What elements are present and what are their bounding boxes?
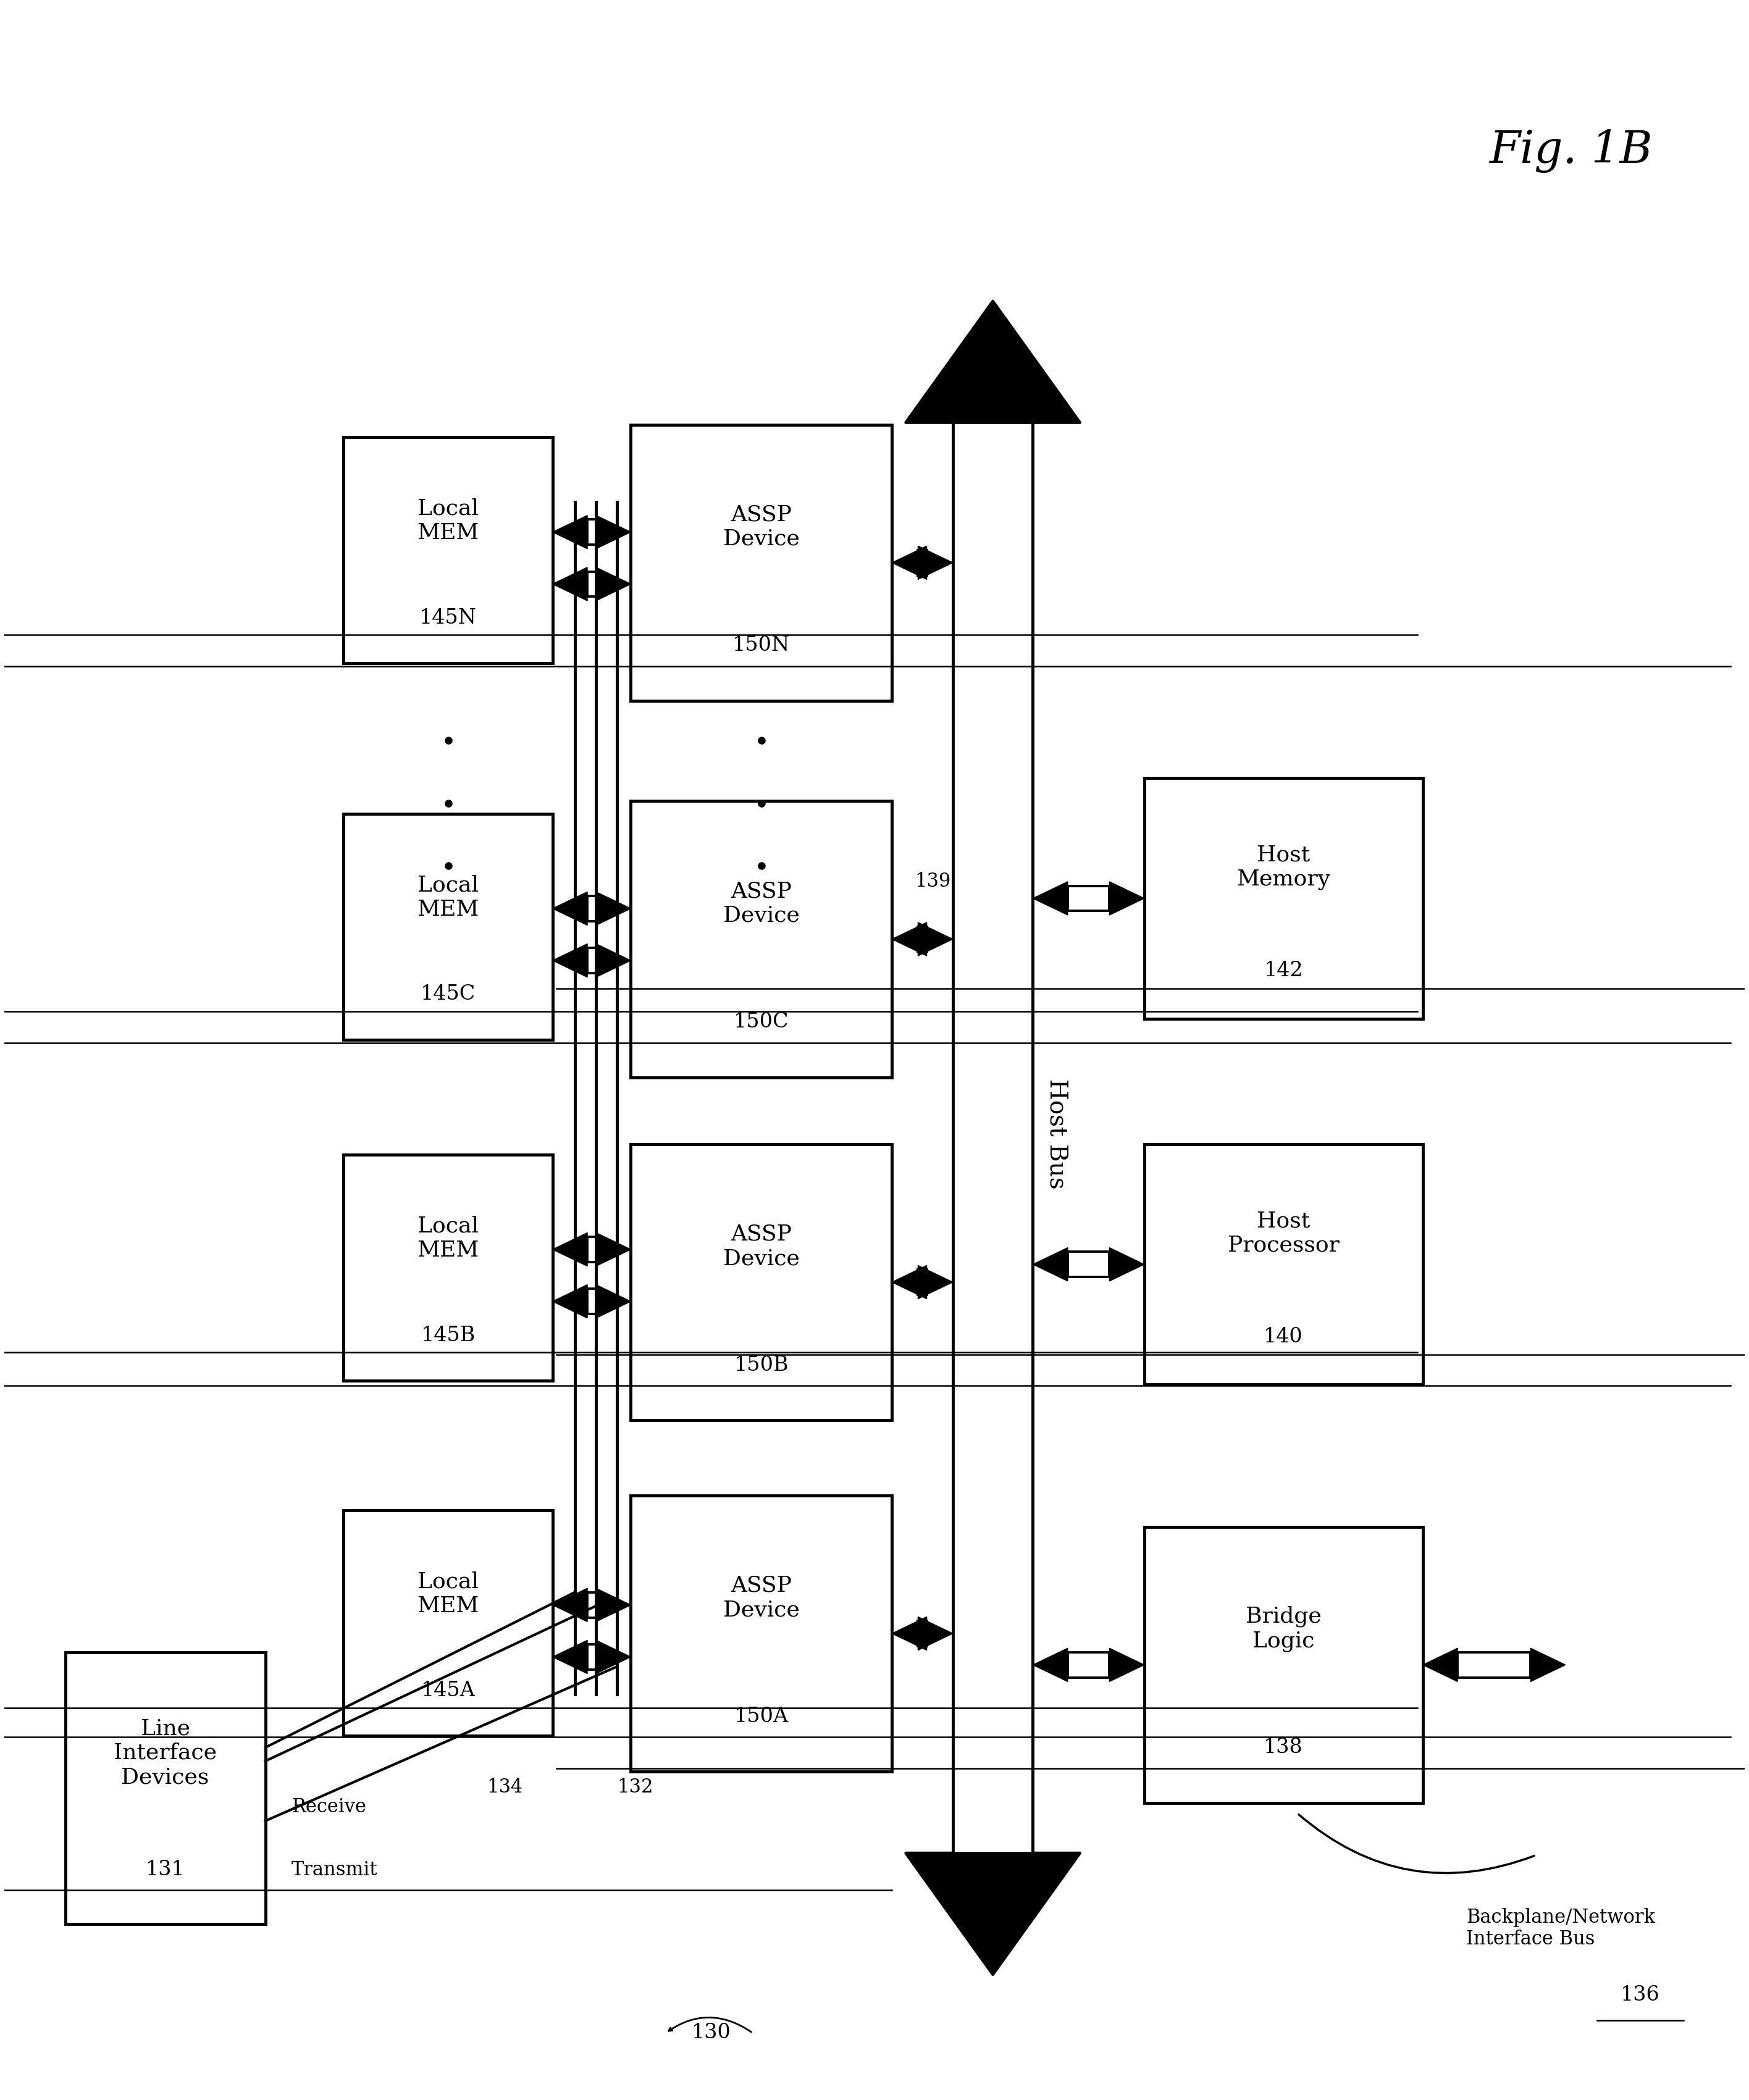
Text: Host
Memory: Host Memory [1237,844,1331,890]
Text: Bridge
Logic: Bridge Logic [1245,1606,1322,1653]
Polygon shape [596,1588,631,1621]
Polygon shape [553,1285,588,1319]
Text: Host
Processor: Host Processor [1228,1210,1340,1256]
Text: Fig. 1B: Fig. 1B [1488,128,1653,172]
Text: 138: 138 [1265,1739,1303,1758]
Text: Receive: Receive [292,1798,366,1816]
Polygon shape [1034,882,1067,916]
Text: 150N: 150N [733,636,791,655]
Polygon shape [1034,1247,1067,1281]
Text: 145N: 145N [420,609,477,628]
Polygon shape [596,514,631,548]
Polygon shape [906,1852,1079,1974]
Polygon shape [553,1640,588,1674]
Text: 139: 139 [915,872,951,890]
Polygon shape [596,892,631,926]
Polygon shape [906,300,1079,422]
Bar [343,1155,553,1380]
Polygon shape [892,922,927,956]
Bar [1144,779,1422,1018]
Bar [631,800,892,1077]
Bar [631,1495,892,1772]
FancyArrowPatch shape [1300,1814,1534,1873]
Text: 132: 132 [617,1779,652,1798]
Text: 145A: 145A [422,1680,476,1701]
Text: 145B: 145B [422,1325,476,1346]
Text: 136: 136 [1621,1984,1660,2006]
Text: ASSP
Device: ASSP Device [722,880,799,926]
Polygon shape [596,1233,631,1266]
Polygon shape [553,514,588,548]
Text: 142: 142 [1265,960,1303,981]
Polygon shape [892,546,927,580]
Bar [631,424,892,701]
Text: 131: 131 [145,1861,185,1880]
Text: Local
MEM: Local MEM [416,498,479,544]
Text: 130: 130 [693,2022,731,2043]
Bar [343,437,553,664]
Polygon shape [1530,1649,1565,1682]
Text: 145C: 145C [420,985,476,1004]
Polygon shape [553,567,588,601]
Polygon shape [1109,1247,1144,1281]
Bar [1144,1527,1422,1804]
Text: 140: 140 [1265,1327,1303,1346]
Text: 150C: 150C [735,1012,789,1031]
Text: Transmit: Transmit [292,1861,378,1880]
Text: ASSP
Device: ASSP Device [722,504,799,550]
Bar [1144,1144,1422,1384]
Polygon shape [918,922,953,956]
Text: 134: 134 [486,1779,523,1798]
Polygon shape [1109,1649,1144,1682]
Polygon shape [596,1640,631,1674]
Text: Host Bus: Host Bus [1046,1079,1069,1189]
Bar [343,813,553,1040]
Text: Local
MEM: Local MEM [416,1216,479,1260]
Polygon shape [892,1617,927,1651]
Bar [65,1653,266,1924]
Text: ASSP
Device: ASSP Device [722,1224,799,1268]
Text: ASSP
Device: ASSP Device [722,1575,799,1621]
Polygon shape [596,567,631,601]
Polygon shape [596,943,631,976]
Polygon shape [918,1266,953,1300]
Polygon shape [918,546,953,580]
Text: 150B: 150B [735,1354,789,1376]
Text: Local
MEM: Local MEM [416,874,479,920]
Polygon shape [892,1266,927,1300]
Polygon shape [553,1233,588,1266]
Polygon shape [1422,1649,1457,1682]
Polygon shape [1109,882,1144,916]
Polygon shape [1034,1649,1067,1682]
Text: Line
Interface
Devices: Line Interface Devices [114,1718,217,1787]
Polygon shape [553,1588,588,1621]
Polygon shape [906,300,1079,422]
Text: Local
MEM: Local MEM [416,1571,479,1617]
Bar [953,422,1034,1852]
Bar [631,1144,892,1420]
Text: 150A: 150A [735,1707,789,1726]
Text: Backplane/Network
Interface Bus: Backplane/Network Interface Bus [1466,1907,1655,1949]
Polygon shape [553,943,588,976]
Polygon shape [596,1285,631,1319]
Polygon shape [553,892,588,926]
Bar [343,1510,553,1737]
Polygon shape [918,1617,953,1651]
